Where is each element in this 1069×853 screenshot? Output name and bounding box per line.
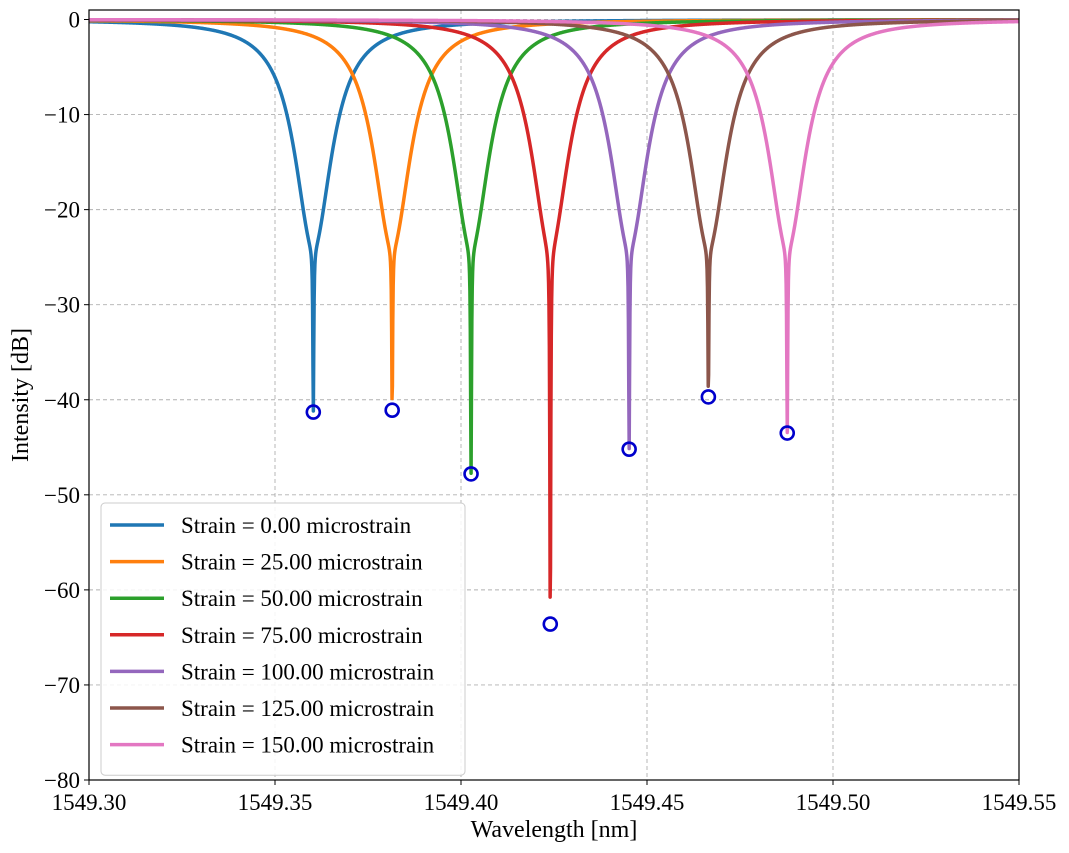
x-tick-label: 1549.35 xyxy=(238,790,313,815)
y-tick-label: −10 xyxy=(44,103,80,128)
y-tick-label: −80 xyxy=(44,768,80,793)
y-tick-label: −20 xyxy=(44,198,80,223)
x-tick-label: 1549.50 xyxy=(796,790,871,815)
legend-label-6: Strain = 150.00 microstrain xyxy=(181,733,435,758)
y-tick-label: 0 xyxy=(69,8,81,33)
x-tick-label: 1549.45 xyxy=(610,790,685,815)
legend-label-3: Strain = 75.00 microstrain xyxy=(181,623,423,648)
legend: Strain = 0.00 microstrain Strain = 25.00 … xyxy=(100,502,466,776)
x-tick-label: 1549.55 xyxy=(982,790,1057,815)
minimum-marker-0 xyxy=(305,404,322,420)
minimum-marker-5 xyxy=(700,389,717,405)
y-tick-label: −40 xyxy=(44,388,80,413)
y-tick-label: −50 xyxy=(44,483,80,508)
plot-frame xyxy=(88,9,1020,781)
minimum-marker-4 xyxy=(621,441,637,457)
minimum-marker-3 xyxy=(542,616,559,632)
legend-label-4: Strain = 100.00 microstrain xyxy=(181,659,435,684)
x-axis-label: Wavelength [nm] xyxy=(471,817,638,843)
minimum-marker-1 xyxy=(384,402,400,419)
minimum-marker-2 xyxy=(463,466,479,482)
x-tick-label: 1549.30 xyxy=(52,790,127,815)
legend-label-1: Strain = 25.00 microstrain xyxy=(181,550,423,575)
legend-label-0: Strain = 0.00 microstrain xyxy=(181,513,412,538)
minimum-marker-6 xyxy=(779,425,796,441)
curves xyxy=(89,17,1019,599)
x-tick-label: 1549.40 xyxy=(424,790,499,815)
minimum-markers xyxy=(305,389,796,632)
legend-box xyxy=(100,502,466,776)
series-line-6 xyxy=(89,17,1019,435)
y-axis-label: Intensity [dB] xyxy=(8,328,34,462)
ticks: 1549.30 1549.35 1549.40 1549.45 1549.50 1549.… xyxy=(44,8,1056,815)
legend-label-5: Strain = 125.00 microstrain xyxy=(181,696,435,721)
y-tick-label: −70 xyxy=(44,673,80,698)
legend-label-2: Strain = 50.00 microstrain xyxy=(181,586,423,611)
y-tick-label: −60 xyxy=(44,578,80,603)
y-tick-label: −30 xyxy=(44,293,80,318)
